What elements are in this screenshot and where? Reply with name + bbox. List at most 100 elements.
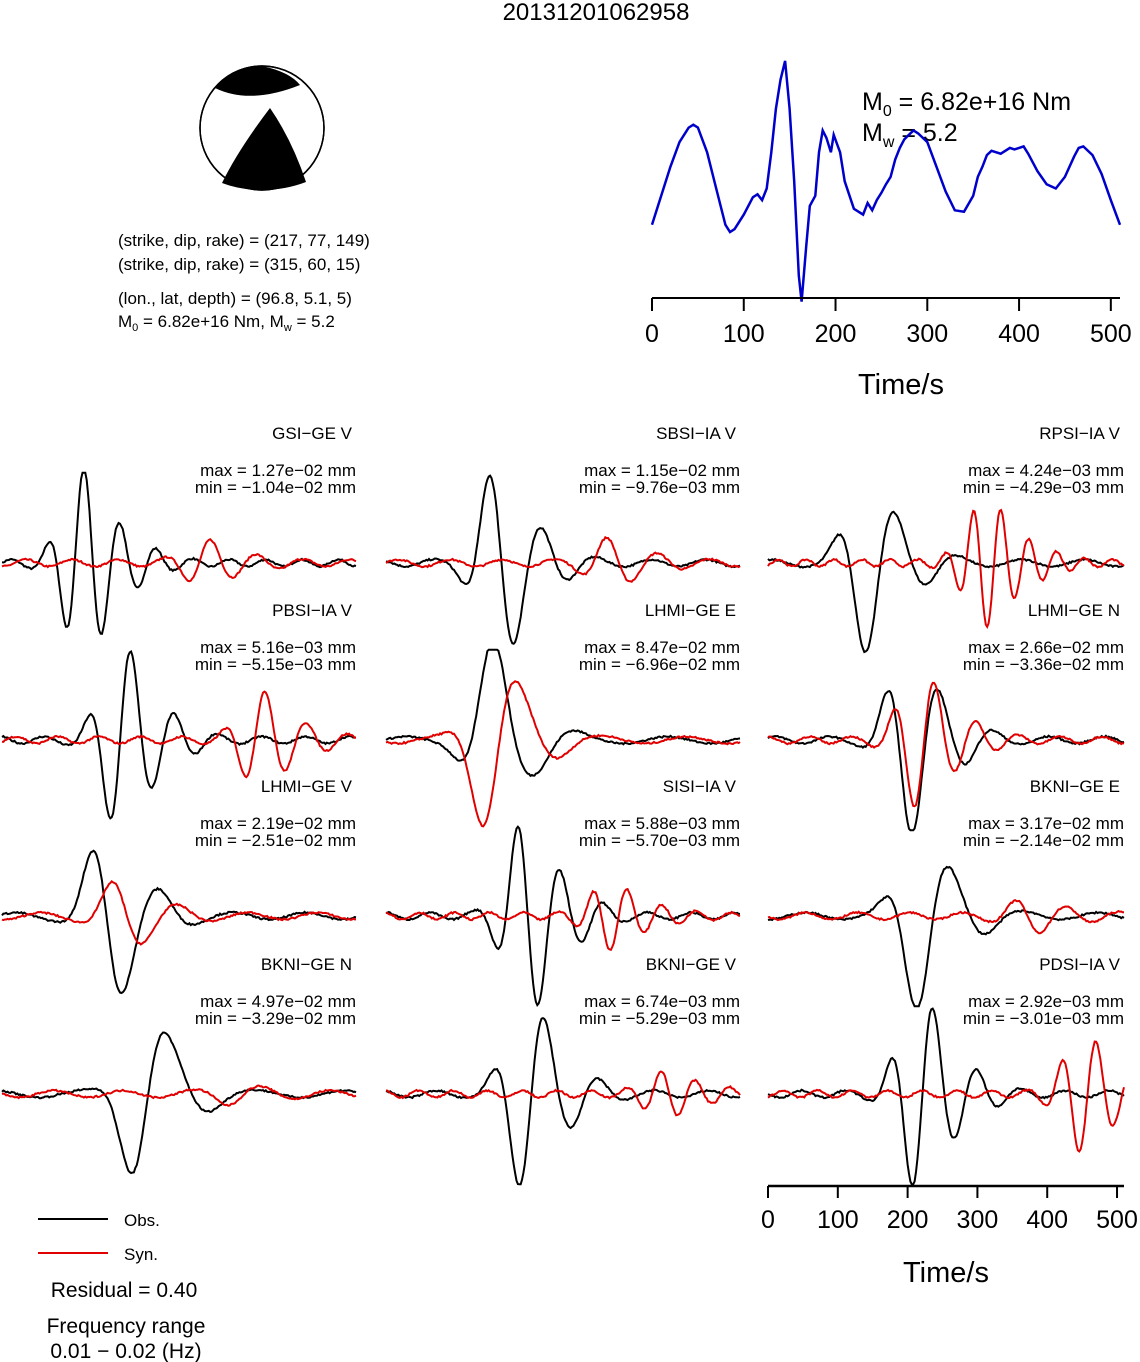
syn-trace: [385, 535, 741, 583]
syn-trace: [767, 898, 1124, 935]
panel-station-label: LHMI−GE V: [261, 777, 353, 796]
panels-tick-label: 200: [887, 1206, 929, 1234]
stf-series-line: [650, 60, 1122, 302]
location-depth: (lon., lat, depth) = (96.8, 5.1, 5): [118, 289, 352, 308]
moment-base: M: [118, 312, 132, 331]
stf-mw-sub: w: [882, 134, 895, 151]
syn-trace: [385, 887, 741, 951]
panel-min-label: min = −5.29e−03 mm: [579, 1009, 740, 1028]
beachball-icon: [199, 65, 325, 191]
stf-m0-value: = 6.82e+16 Nm: [892, 88, 1071, 116]
panels-tick-label: 500: [1096, 1206, 1138, 1234]
panel-min-label: min = −2.51e−02 mm: [195, 831, 356, 850]
panel-min-label: min = −5.15e−03 mm: [195, 655, 356, 674]
panel-max-label: max = 5.16e−03 mm: [200, 638, 356, 657]
panel-min-label: min = −3.29e−02 mm: [195, 1009, 356, 1028]
moment-sub: 0: [132, 322, 138, 334]
syn-trace: [1, 880, 356, 946]
stf-m0-base: M: [862, 88, 883, 116]
syn-trace: [767, 681, 1125, 808]
panel-max-label: max = 2.66e−02 mm: [968, 638, 1124, 657]
panel-min-label: min = −4.29e−03 mm: [963, 478, 1124, 497]
panel-min-label: min = −3.36e−02 mm: [963, 655, 1124, 674]
panel-station-label: PBSI−IA V: [272, 601, 353, 620]
panels-tick-label: 300: [957, 1206, 999, 1234]
syn-trace: [1, 537, 357, 583]
stf-annotation: M0 = 6.82e+16 Nm Mw = 5.2: [862, 88, 1071, 151]
residual-label: Residual = 0.40: [51, 1279, 198, 1302]
panels-tick-label: 0: [761, 1206, 775, 1234]
frequency-range: 0.01 − 0.02 (Hz): [50, 1340, 201, 1362]
source-parameters: (strike, dip, rake) = (217, 77, 149) (st…: [118, 231, 370, 334]
panel-max-label: max = 4.24e−03 mm: [968, 461, 1124, 480]
panel-max-label: max = 4.97e−02 mm: [200, 992, 356, 1011]
syn-trace: [1, 690, 356, 779]
panel-station-label: SISI−IA V: [663, 777, 737, 796]
panel-station-label: RPSI−IA V: [1039, 424, 1120, 443]
legend: Obs. Syn. Residual = 0.40 Frequency rang…: [38, 1211, 205, 1362]
syn-trace: [767, 1040, 1125, 1153]
stf-tick-label: 500: [1090, 320, 1132, 348]
panel-max-label: max = 3.17e−02 mm: [968, 814, 1124, 833]
panel-min-label: min = −5.70e−03 mm: [579, 831, 740, 850]
stf-tick-label: 200: [815, 320, 857, 348]
panel-station-label: BKNI−GE V: [646, 955, 737, 974]
bottom-axis: 0 100 200 300 400 500 Time/s: [761, 1184, 1138, 1289]
legend-obs-label: Obs.: [124, 1211, 160, 1230]
panel-max-label: max = 5.88e−03 mm: [584, 814, 740, 833]
syn-trace: [385, 1070, 741, 1117]
panel-max-label: max = 1.27e−02 mm: [200, 461, 356, 480]
syn-trace: [1, 1084, 357, 1107]
panel-min-label: min = −6.96e−02 mm: [579, 655, 740, 674]
nodal-plane-1: (strike, dip, rake) = (217, 77, 149): [118, 231, 370, 250]
panels-tick-label: 100: [817, 1206, 859, 1234]
chart-title: 20131201062958: [503, 0, 690, 26]
nodal-plane-2: (strike, dip, rake) = (315, 60, 15): [118, 255, 360, 274]
obs-trace: [385, 1016, 741, 1186]
panel-min-label: min = −2.14e−02 mm: [963, 831, 1124, 850]
moment-magnitude: M0 = 6.82e+16 Nm, Mw = 5.2: [118, 312, 335, 334]
mw-sub: w: [283, 322, 292, 334]
panel-min-label: min = −9.76e−03 mm: [579, 478, 740, 497]
panels-tick-label: 400: [1026, 1206, 1068, 1234]
panel-station-label: BKNI−GE E: [1030, 777, 1120, 796]
stf-m0-sub: 0: [883, 103, 892, 120]
panel-station-label: GSI−GE V: [272, 424, 352, 443]
panels-x-label: Time/s: [903, 1257, 989, 1289]
panel-max-label: max = 2.92e−03 mm: [968, 992, 1124, 1011]
obs-trace: [385, 474, 741, 645]
stf-tick-label: 300: [906, 320, 948, 348]
panel-max-label: max = 8.47e−02 mm: [584, 638, 740, 657]
panel-station-label: PDSI−IA V: [1039, 955, 1120, 974]
frequency-title: Frequency range: [47, 1315, 206, 1338]
panel-min-label: min = −1.04e−02 mm: [195, 478, 356, 497]
syn-trace: [767, 508, 1125, 629]
stf-m0-label: M0 = 6.82e+16 Nm: [862, 88, 1071, 120]
syn-trace: [385, 680, 741, 828]
stf-tick-label: 400: [998, 320, 1040, 348]
panel-min-label: min = −3.01e−03 mm: [963, 1009, 1124, 1028]
panel-max-label: max = 6.74e−03 mm: [584, 992, 740, 1011]
obs-trace: [767, 510, 1125, 654]
panel-max-label: max = 2.19e−02 mm: [200, 814, 356, 833]
stf-x-label: Time/s: [858, 369, 944, 401]
obs-trace: [1, 1031, 357, 1175]
panel-station-label: LHMI−GE E: [645, 601, 736, 620]
mw-rest: = 5.2: [292, 312, 335, 331]
obs-trace: [767, 865, 1125, 1008]
legend-syn-label: Syn.: [124, 1245, 158, 1264]
